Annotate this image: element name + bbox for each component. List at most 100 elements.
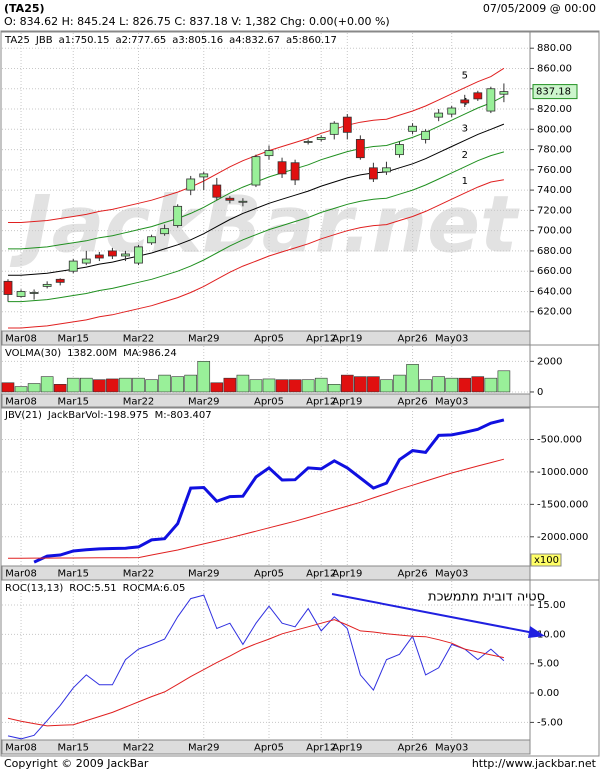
volume-bar [119,377,132,393]
y-tick-label: 760.00 [537,165,572,176]
y-tick-label: 620.00 [537,307,572,318]
divergence-arrow [331,593,535,634]
candle-body [264,150,274,157]
x-tick-label: Mar22 [123,334,155,345]
y-tick-label: 700.00 [537,226,572,237]
x-tick-label: May03 [435,334,468,345]
legend-entry: TA25 [4,35,30,46]
x-tick-label: Apr26 [398,334,428,345]
volume-bar [171,376,184,393]
x-tick-label: Mar08 [5,569,37,580]
legend-entry: JackBarVol:-198.975 [47,410,149,421]
y-tick-label: 660.00 [537,266,572,277]
y-tick-label: 0 [537,387,543,398]
legend-entry: ROCMA:6.05 [123,583,186,594]
volume-bar [184,374,197,393]
volume-bar [275,379,289,393]
line [8,458,505,559]
y-tick-label: 2000 [537,356,562,367]
candle-body [251,156,261,186]
y-tick-label: 780.00 [537,145,572,156]
candle-body [303,141,313,143]
y-tick-label: 800.00 [537,124,572,135]
volume-bar [419,379,432,393]
volume-bar [93,379,106,393]
x-tick-label: Apr12 [306,334,336,345]
x-tick-label: Mar22 [123,397,155,408]
y-tick-label: 0.00 [537,688,559,699]
y-tick-label: 10.00 [537,629,566,640]
candle-body [186,178,196,191]
candle-body [277,161,287,175]
last-price-box [532,84,578,100]
candle-body [68,260,78,272]
candle-body [81,258,91,264]
volume-bar [432,376,445,393]
legend-entry: a3:805.16 [172,35,223,46]
y-tick-label: 640.00 [537,286,572,297]
candle-body [460,99,470,104]
datetime: 07/05/2009 @ 00:00 [483,2,596,15]
candle-body [108,250,117,257]
volume-bar [66,377,80,393]
volume-bar [53,384,67,393]
x-tick-label: Mar08 [5,334,37,345]
x-tick-label: Apr19 [332,743,362,754]
x-tick-label: Mar22 [123,743,155,754]
volume-bar [340,374,354,393]
volume-bar [27,383,41,393]
candle-body [290,162,300,181]
y-tick-label: 720.00 [537,205,572,216]
candle-body [486,88,496,112]
candle-body [3,280,13,295]
volume-bar [314,377,328,393]
volume-bar [1,382,15,393]
line [33,418,505,564]
legend-entry: ROC(13,13) [5,583,63,594]
x-tick-label: Apr19 [332,569,362,580]
annotation: סטיה דובית מתמשכת [428,590,545,605]
x-tick-label: Apr05 [254,569,284,580]
volume-bar [484,377,498,393]
x-tick-label: Mar15 [57,397,89,408]
volume-bar [236,374,250,393]
candle-body [316,137,326,140]
line [8,151,505,303]
candle-body [355,139,365,159]
line [7,619,505,727]
band-label: 2 [462,150,468,161]
x-tick-label: Mar22 [123,569,155,580]
x-tick-label: Mar29 [188,397,220,408]
volume-bar [197,361,211,393]
candle-body [121,253,130,257]
x-tick-label: Mar29 [188,334,220,345]
quote: O: 834.62 H: 845.24 L: 826.75 C: 837.18 … [4,15,390,28]
x-tick-label: Mar15 [57,743,89,754]
x-tick-label: May03 [435,397,468,408]
legend-entry: a5:860.17 [286,35,337,46]
x-tick-label: Apr19 [332,397,362,408]
volume-bar [158,374,171,393]
y-tick-label: -1000.000 [537,467,588,478]
y-tick-label: 15.00 [537,600,566,611]
volume-bar [471,376,485,393]
volume-bar [301,379,315,393]
candle-body [42,283,52,287]
x-tick-label: Apr19 [332,334,362,345]
volume-bar [210,382,224,393]
candle-body [212,184,222,198]
legend-entry: VOLMA(30) [5,348,61,359]
x-tick-label: May03 [435,569,468,580]
x-tick-label: Mar08 [5,743,37,754]
legend-entry: MA:986.24 [123,348,177,359]
band-label: 3 [462,123,468,134]
candle-body [382,167,391,173]
candle-body [447,107,457,115]
candle-body [225,197,235,201]
candle-body [134,246,143,264]
y-tick-label: 860.00 [537,63,572,74]
candle-body [342,116,352,133]
watermark: JackBar.net [10,180,520,270]
